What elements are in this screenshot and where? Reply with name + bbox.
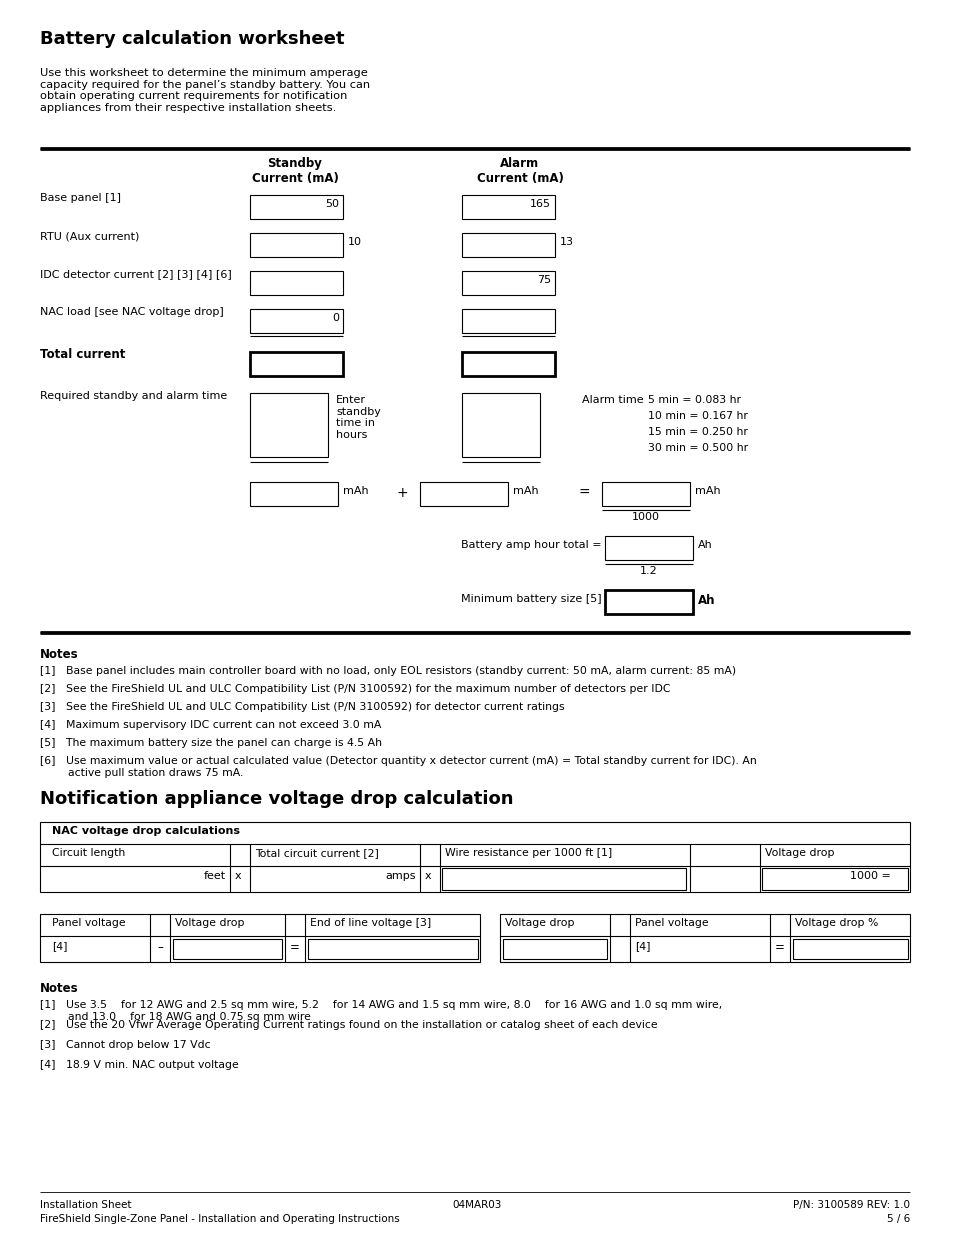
Bar xyxy=(250,352,343,375)
Text: Battery amp hour total =: Battery amp hour total = xyxy=(461,540,601,550)
Text: x: x xyxy=(234,871,241,881)
Text: Standby
Current (mA): Standby Current (mA) xyxy=(252,157,338,185)
Text: Circuit length: Circuit length xyxy=(52,848,125,858)
Text: 1000 =: 1000 = xyxy=(849,871,889,881)
Text: feet: feet xyxy=(204,871,226,881)
Text: x: x xyxy=(424,871,431,881)
Bar xyxy=(604,590,692,614)
Text: 75: 75 xyxy=(537,275,551,285)
Text: 5 / 6: 5 / 6 xyxy=(886,1214,909,1224)
Bar xyxy=(441,868,685,890)
Text: 10: 10 xyxy=(348,237,361,247)
Text: 10 min = 0.167 hr: 10 min = 0.167 hr xyxy=(647,411,747,421)
Text: Base panel [1]: Base panel [1] xyxy=(40,193,121,203)
Text: 1.2: 1.2 xyxy=(639,566,658,576)
Text: +: + xyxy=(395,487,407,500)
Text: IDC detector current [2] [3] [4] [6]: IDC detector current [2] [3] [4] [6] xyxy=(40,269,232,279)
Text: [6]   Use maximum value or actual calculated value (Detector quantity x detector: [6] Use maximum value or actual calculat… xyxy=(40,756,756,778)
Bar xyxy=(250,393,328,457)
Bar xyxy=(172,939,282,960)
Bar xyxy=(40,823,909,892)
Bar xyxy=(250,233,343,257)
Text: mAh: mAh xyxy=(513,487,538,496)
Text: 50: 50 xyxy=(325,199,338,209)
Text: 15 min = 0.250 hr: 15 min = 0.250 hr xyxy=(647,427,747,437)
Text: NAC load [see NAC voltage drop]: NAC load [see NAC voltage drop] xyxy=(40,308,224,317)
Text: 165: 165 xyxy=(530,199,551,209)
Text: Voltage drop: Voltage drop xyxy=(764,848,834,858)
Text: Total circuit current [2]: Total circuit current [2] xyxy=(254,848,378,858)
Text: Alarm
Current (mA): Alarm Current (mA) xyxy=(476,157,563,185)
Bar xyxy=(761,868,907,890)
Text: amps: amps xyxy=(385,871,416,881)
Bar xyxy=(601,482,689,506)
Text: 04MAR03: 04MAR03 xyxy=(452,1200,501,1210)
Text: =: = xyxy=(578,487,589,500)
Text: Use this worksheet to determine the minimum amperage
capacity required for the p: Use this worksheet to determine the mini… xyxy=(40,68,370,112)
Text: Enter
standby
time in
hours: Enter standby time in hours xyxy=(335,395,380,440)
Text: [4]   18.9 V min. NAC output voltage: [4] 18.9 V min. NAC output voltage xyxy=(40,1060,238,1070)
Bar xyxy=(250,270,343,295)
Text: Minimum battery size [5]: Minimum battery size [5] xyxy=(461,594,601,604)
Bar xyxy=(250,309,343,333)
Text: [4]: [4] xyxy=(52,941,68,951)
Bar xyxy=(502,939,606,960)
Bar xyxy=(461,309,555,333)
Text: RTU (Aux current): RTU (Aux current) xyxy=(40,231,139,241)
Text: =: = xyxy=(290,941,299,953)
Text: Notification appliance voltage drop calculation: Notification appliance voltage drop calc… xyxy=(40,790,513,808)
Text: [5]   The maximum battery size the panel can charge is 4.5 Ah: [5] The maximum battery size the panel c… xyxy=(40,739,381,748)
Text: Panel voltage: Panel voltage xyxy=(635,918,708,927)
Bar xyxy=(604,536,692,559)
Bar xyxy=(792,939,907,960)
Text: Ah: Ah xyxy=(698,540,712,550)
Bar xyxy=(250,482,337,506)
Bar xyxy=(461,270,555,295)
Text: [3]   Cannot drop below 17 Vdc: [3] Cannot drop below 17 Vdc xyxy=(40,1040,211,1050)
Bar xyxy=(499,914,909,962)
Text: [4]   Maximum supervisory IDC current can not exceed 3.0 mA: [4] Maximum supervisory IDC current can … xyxy=(40,720,381,730)
Text: Voltage drop: Voltage drop xyxy=(174,918,244,927)
Text: [2]   Use the 20 Vfwr Average Operating Current ratings found on the installatio: [2] Use the 20 Vfwr Average Operating Cu… xyxy=(40,1020,657,1030)
Text: [2]   See the FireShield UL and ULC Compatibility List (P/N 3100592) for the max: [2] See the FireShield UL and ULC Compat… xyxy=(40,684,670,694)
Text: =: = xyxy=(774,941,784,953)
Bar xyxy=(461,352,555,375)
Text: Alarm time: Alarm time xyxy=(581,395,643,405)
Text: mAh: mAh xyxy=(695,487,720,496)
Text: Battery calculation worksheet: Battery calculation worksheet xyxy=(40,30,344,48)
Text: Wire resistance per 1000 ft [1]: Wire resistance per 1000 ft [1] xyxy=(444,848,612,858)
Bar xyxy=(461,233,555,257)
Bar xyxy=(419,482,507,506)
Text: mAh: mAh xyxy=(343,487,368,496)
Text: [4]: [4] xyxy=(635,941,650,951)
Text: Ah: Ah xyxy=(698,594,715,606)
Bar xyxy=(461,393,539,457)
Text: End of line voltage [3]: End of line voltage [3] xyxy=(310,918,431,927)
Text: [3]   See the FireShield UL and ULC Compatibility List (P/N 3100592) for detecto: [3] See the FireShield UL and ULC Compat… xyxy=(40,701,564,713)
Text: 1000: 1000 xyxy=(631,513,659,522)
Text: Voltage drop %: Voltage drop % xyxy=(794,918,878,927)
Bar xyxy=(461,195,555,219)
Text: FireShield Single-Zone Panel - Installation and Operating Instructions: FireShield Single-Zone Panel - Installat… xyxy=(40,1214,399,1224)
Text: –: – xyxy=(157,941,163,953)
Text: 30 min = 0.500 hr: 30 min = 0.500 hr xyxy=(647,443,747,453)
Text: P/N: 3100589 REV: 1.0: P/N: 3100589 REV: 1.0 xyxy=(792,1200,909,1210)
Text: 13: 13 xyxy=(559,237,574,247)
Text: 0: 0 xyxy=(332,312,338,324)
Text: NAC voltage drop calculations: NAC voltage drop calculations xyxy=(52,826,240,836)
Text: Voltage drop: Voltage drop xyxy=(504,918,574,927)
Text: Installation Sheet: Installation Sheet xyxy=(40,1200,132,1210)
Text: Panel voltage: Panel voltage xyxy=(52,918,126,927)
Bar xyxy=(308,939,477,960)
Text: 5 min = 0.083 hr: 5 min = 0.083 hr xyxy=(647,395,740,405)
Bar xyxy=(40,914,479,962)
Text: [1]   Base panel includes main controller board with no load, only EOL resistors: [1] Base panel includes main controller … xyxy=(40,666,736,676)
Text: Notes: Notes xyxy=(40,982,78,995)
Text: Notes: Notes xyxy=(40,648,78,661)
Text: Required standby and alarm time: Required standby and alarm time xyxy=(40,391,227,401)
Bar xyxy=(250,195,343,219)
Text: [1]   Use 3.5    for 12 AWG and 2.5 sq mm wire, 5.2    for 14 AWG and 1.5 sq mm : [1] Use 3.5 for 12 AWG and 2.5 sq mm wir… xyxy=(40,1000,721,1021)
Text: Total current: Total current xyxy=(40,348,125,362)
